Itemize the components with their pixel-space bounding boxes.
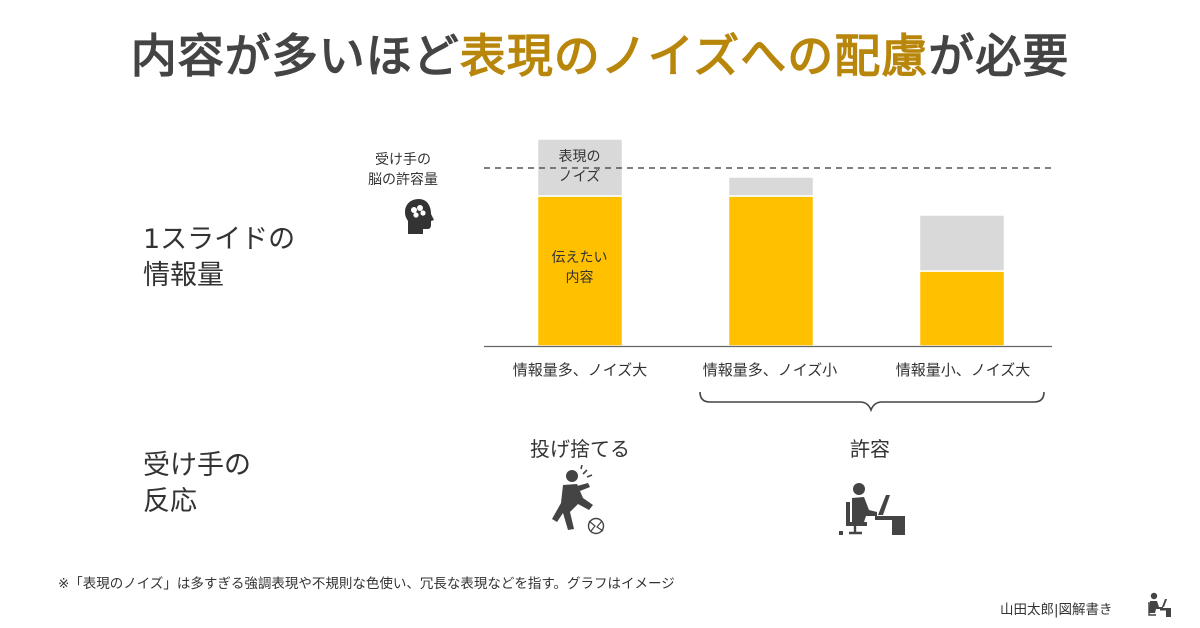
bar-content-3 [918,270,1006,347]
reaction-label-line1: 受け手の [143,450,251,481]
noise-annotation-line1: 表現の [558,149,601,165]
bar-noise-2 [727,176,815,197]
brain-head-icon [405,199,434,234]
category-label-1: 情報量多、ノイズ大 [512,361,648,379]
desk-worker-icon [839,483,905,535]
content-annotation: 伝えたい 内容 [537,248,622,288]
capacity-label-line1: 受け手の [375,152,431,168]
content-annotation-line1: 伝えたい [551,250,608,266]
info-label-line2: 情報量 [143,260,224,291]
category-label-3: 情報量小、ノイズ大 [895,361,1031,379]
noise-annotation: 表現の ノイズ [537,147,622,187]
info-label-line1: 1スライドの [143,224,296,255]
reaction-accept-label: 許容 [850,437,890,461]
reaction-label: 受け手の 反応 [143,448,251,520]
author-desk-icon [1148,592,1171,617]
title-highlight: 表現のノイズへの配慮 [459,29,929,83]
info-amount-label: 1スライドの 情報量 [143,222,295,294]
capacity-label-line2: 脳の許容量 [368,172,438,188]
category-label-2: 情報量多、ノイズ小 [702,361,838,379]
reaction-reject-label: 投げ捨てる [530,437,630,461]
title-part1: 内容が多いほど [130,29,460,83]
credit: 山田太郎|図解書き [1000,602,1113,618]
group-brace [699,391,1045,413]
page-title: 内容が多いほど表現のノイズへの配慮が必要 [0,20,1200,86]
reaction-label-line2: 反応 [143,486,197,517]
bar-noise-3 [918,214,1006,272]
capacity-label: 受け手の 脳の許容量 [368,150,438,190]
title-part2: が必要 [928,29,1070,83]
noise-annotation-line2: ノイズ [558,169,601,185]
footnote: ※「表現のノイズ」は多すぎる強調表現や不規則な色使い、冗長な表現などを指す。グラ… [58,576,675,592]
content-annotation-line2: 内容 [565,270,594,286]
throwing-person-icon [552,465,605,535]
bar-content-2 [727,195,815,347]
